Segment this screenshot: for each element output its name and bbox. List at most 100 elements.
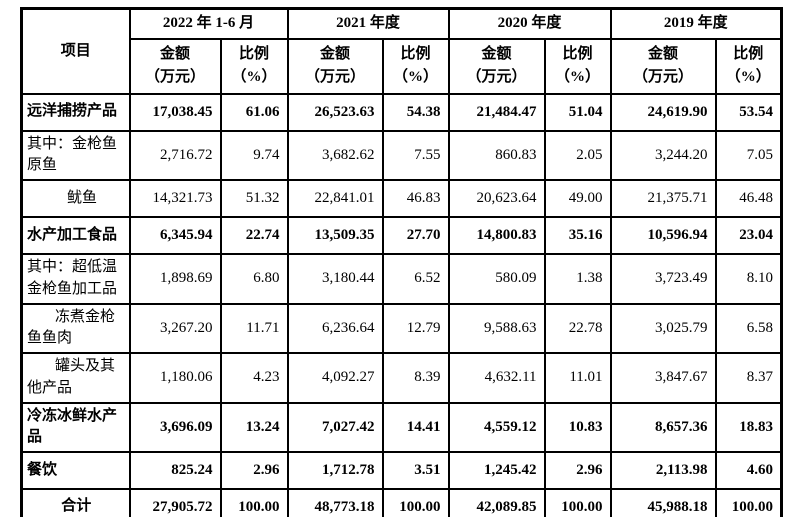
ratio-cell: 51.04: [543, 92, 612, 132]
ratio-cell: 2.96: [543, 451, 612, 490]
ratio-cell: 61.06: [219, 92, 289, 132]
amount-cell: 3,723.49: [609, 253, 717, 305]
ratio-cell: 22.78: [543, 302, 612, 354]
ratio-cell: 23.04: [714, 216, 783, 255]
row-label: 罐头及其他产品: [20, 352, 131, 404]
header-row-measures: 金额 （万元） 比例 （%） 金额 （万元） 比例 （%） 金额 （万元） 比例…: [22, 37, 783, 95]
amount-cell: 6,236.64: [286, 302, 384, 354]
amount-cell: 42,089.85: [447, 488, 546, 517]
ratio-cell: 3.51: [381, 451, 450, 490]
amount-cell: 3,696.09: [128, 401, 222, 453]
ratio-cell: 46.48: [714, 179, 783, 218]
amount-cell: 45,988.18: [609, 488, 717, 517]
amount-cell: 7,027.42: [286, 401, 384, 453]
amount-cell: 3,267.20: [128, 302, 222, 354]
ratio-cell: 18.83: [714, 401, 783, 453]
ratio-cell: 4.60: [714, 451, 783, 490]
revenue-breakdown-table: 项目 2022 年 1-6 月 2021 年度 2020 年度 2019 年度 …: [20, 7, 784, 517]
ratio-cell: 100.00: [714, 488, 783, 517]
period-header-2019: 2019 年度: [609, 7, 783, 40]
ratio-cell: 100.00: [219, 488, 289, 517]
amount-cell: 580.09: [447, 253, 546, 305]
row-label: 其中：超低温金枪鱼加工品: [20, 253, 131, 305]
ratio-header-2020: 比例 （%）: [543, 37, 612, 95]
amount-cell: 3,847.67: [609, 352, 717, 404]
ratio-cell: 12.79: [381, 302, 450, 354]
ratio-cell: 7.55: [381, 129, 450, 181]
ratio-cell: 35.16: [543, 216, 612, 255]
amount-cell: 825.24: [128, 451, 222, 490]
amount-header-2021: 金额 （万元）: [286, 37, 384, 95]
amount-cell: 3,682.62: [286, 129, 384, 181]
table-row: 合计 27,905.72 100.00 48,773.18 100.00 42,089.8…: [20, 488, 783, 517]
amount-cell: 860.83: [447, 129, 546, 181]
ratio-cell: 49.00: [543, 179, 612, 218]
amount-cell: 1,180.06: [128, 352, 222, 404]
amount-cell: 4,092.27: [286, 352, 384, 404]
table-row: 餐饮 825.24 2.96 1,712.78 3.51 1,245.42 2.96 2,11…: [20, 451, 783, 490]
amount-cell: 1,898.69: [128, 253, 222, 305]
ratio-cell: 100.00: [543, 488, 612, 517]
ratio-cell: 51.32: [219, 179, 289, 218]
amount-cell: 3,180.44: [286, 253, 384, 305]
amount-header-2022h1: 金额 （万元）: [128, 37, 222, 95]
amount-cell: 14,321.73: [128, 179, 222, 218]
amount-cell: 10,596.94: [609, 216, 717, 255]
amount-cell: 9,588.63: [447, 302, 546, 354]
table-row: 其中：金枪鱼原鱼 2,716.72 9.74 3,682.62 7.55 860.83 2.…: [20, 129, 783, 181]
row-label: 其中：金枪鱼原鱼: [20, 129, 131, 181]
ratio-header-2022h1: 比例 （%）: [219, 37, 289, 95]
table-row: 冻煮金枪鱼鱼肉 3,267.20 11.71 6,236.64 12.79 9,588.6…: [20, 302, 783, 354]
row-label: 水产加工食品: [20, 216, 131, 255]
amount-header-2019: 金额 （万元）: [609, 37, 717, 95]
period-header-2022h1: 2022 年 1-6 月: [128, 7, 289, 40]
ratio-header-2019: 比例 （%）: [714, 37, 783, 95]
ratio-cell: 13.24: [219, 401, 289, 453]
ratio-cell: 14.41: [381, 401, 450, 453]
row-label: 餐饮: [20, 451, 131, 490]
amount-cell: 21,375.71: [609, 179, 717, 218]
amount-cell: 3,244.20: [609, 129, 717, 181]
table-row: 远洋捕捞产品 17,038.45 61.06 26,523.63 54.38 21,484…: [20, 92, 783, 132]
amount-cell: 26,523.63: [286, 92, 384, 132]
row-label: 合计: [20, 488, 131, 517]
ratio-cell: 8.37: [714, 352, 783, 404]
ratio-cell: 2.96: [219, 451, 289, 490]
row-label: 冻煮金枪鱼鱼肉: [20, 302, 131, 354]
amount-cell: 2,716.72: [128, 129, 222, 181]
ratio-cell: 22.74: [219, 216, 289, 255]
ratio-cell: 9.74: [219, 129, 289, 181]
amount-cell: 27,905.72: [128, 488, 222, 517]
ratio-cell: 8.10: [714, 253, 783, 305]
column-header-item: 项目: [20, 7, 131, 95]
amount-cell: 14,800.83: [447, 216, 546, 255]
amount-cell: 21,484.47: [447, 92, 546, 132]
amount-cell: 8,657.36: [609, 401, 717, 453]
amount-cell: 6,345.94: [128, 216, 222, 255]
amount-cell: 4,632.11: [447, 352, 546, 404]
table-row: 鱿鱼 14,321.73 51.32 22,841.01 46.83 20,623.64 4…: [20, 179, 783, 218]
amount-cell: 3,025.79: [609, 302, 717, 354]
ratio-cell: 11.01: [543, 352, 612, 404]
ratio-cell: 27.70: [381, 216, 450, 255]
ratio-cell: 6.58: [714, 302, 783, 354]
amount-cell: 4,559.12: [447, 401, 546, 453]
table-row: 水产加工食品 6,345.94 22.74 13,509.35 27.70 14,800.…: [20, 216, 783, 255]
ratio-cell: 2.05: [543, 129, 612, 181]
ratio-cell: 7.05: [714, 129, 783, 181]
amount-cell: 2,113.98: [609, 451, 717, 490]
table-row: 罐头及其他产品 1,180.06 4.23 4,092.27 8.39 4,632.11 1…: [20, 352, 783, 404]
amount-cell: 22,841.01: [286, 179, 384, 218]
row-label: 冷冻冰鲜水产品: [20, 401, 131, 453]
row-label: 远洋捕捞产品: [20, 92, 131, 132]
ratio-header-2021: 比例 （%）: [381, 37, 450, 95]
ratio-cell: 11.71: [219, 302, 289, 354]
amount-cell: 48,773.18: [286, 488, 384, 517]
ratio-cell: 53.54: [714, 92, 783, 132]
amount-cell: 1,712.78: [286, 451, 384, 490]
amount-cell: 13,509.35: [286, 216, 384, 255]
ratio-cell: 46.83: [381, 179, 450, 218]
amount-cell: 20,623.64: [447, 179, 546, 218]
row-label: 鱿鱼: [20, 179, 131, 218]
